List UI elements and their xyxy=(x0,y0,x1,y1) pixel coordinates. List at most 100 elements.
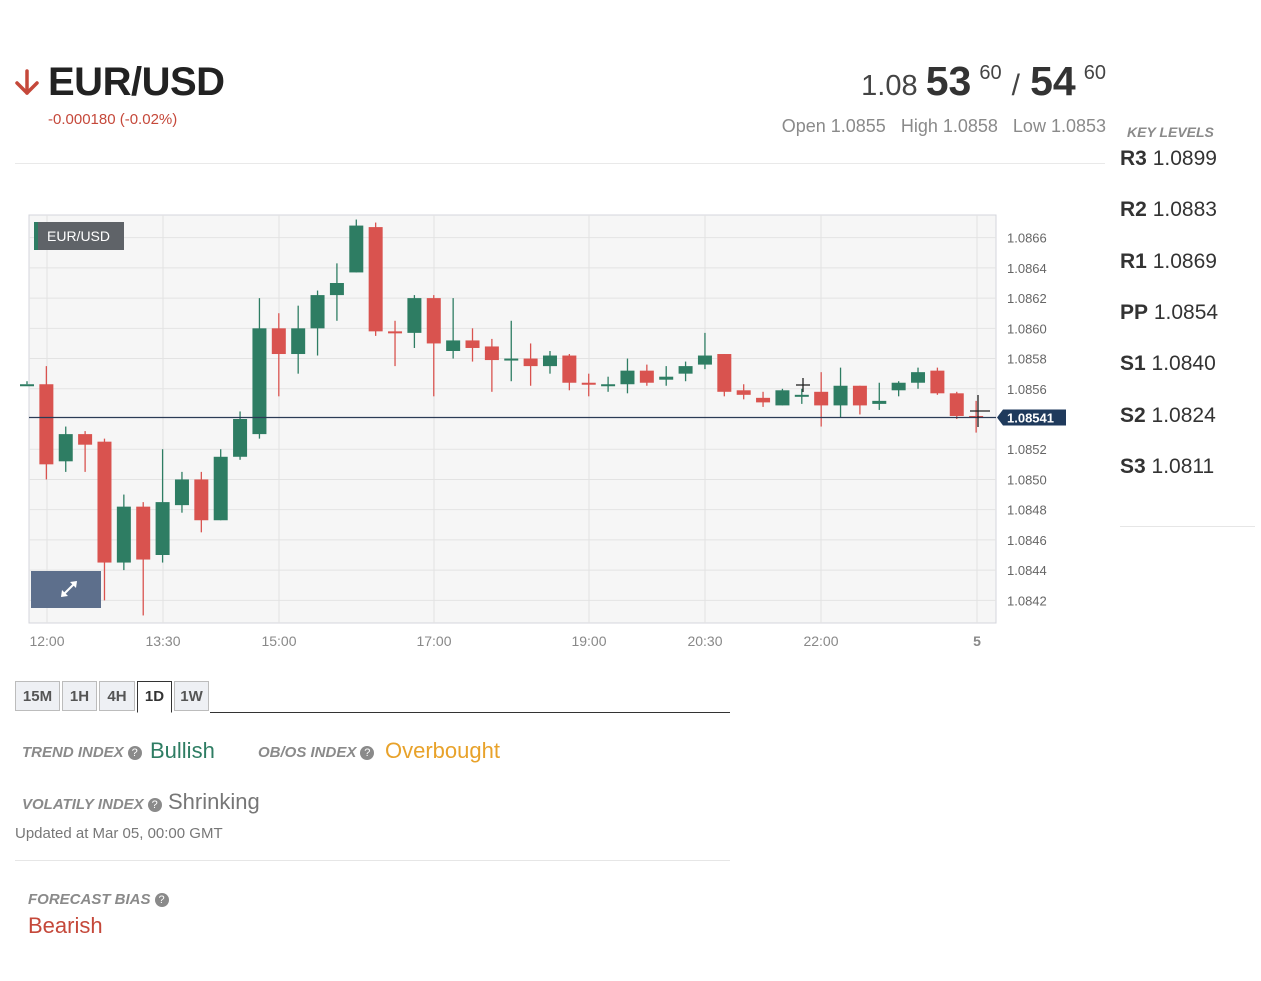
price-change: -0.000180 (-0.02%) xyxy=(48,111,178,128)
plot-area xyxy=(28,214,997,624)
ohl-stats: Open 1.0855 High 1.0858 Low 1.0853 xyxy=(772,116,1106,137)
candle xyxy=(194,471,209,533)
obos-index-label: OB/OS INDEX? xyxy=(258,744,375,762)
candle xyxy=(39,366,54,480)
candle xyxy=(349,219,364,273)
x-tick-label: 15:00 xyxy=(261,633,296,649)
key-level-name: R1 xyxy=(1120,250,1147,273)
x-tick-label: 22:00 xyxy=(803,633,838,649)
key-levels-title: KEY LEVELS xyxy=(1127,124,1214,140)
candle xyxy=(756,391,771,407)
candle xyxy=(620,358,635,394)
key-level-value: 1.0811 xyxy=(1151,455,1215,478)
candle xyxy=(601,376,616,392)
help-icon[interactable]: ? xyxy=(360,746,375,760)
help-icon[interactable]: ? xyxy=(154,893,169,907)
candle xyxy=(717,354,732,397)
key-levels-divider xyxy=(1120,526,1255,527)
symbol-title: EUR/USD xyxy=(48,60,225,104)
candle xyxy=(891,381,906,397)
y-tick-label: 1.0860 xyxy=(1007,321,1047,336)
y-tick-label: 1.0866 xyxy=(1007,231,1047,246)
candle xyxy=(116,494,131,571)
candle xyxy=(97,438,112,601)
key-level-s2: S2 1.0824 xyxy=(1120,404,1216,428)
candle xyxy=(271,313,286,397)
key-level-name: R3 xyxy=(1120,147,1147,170)
candle xyxy=(697,332,712,370)
key-level-r3: R3 1.0899 xyxy=(1120,147,1217,171)
volatility-index-value: Shrinking xyxy=(168,789,260,814)
y-tick-label: 1.0842 xyxy=(1007,593,1047,608)
x-tick-label: 12:00 xyxy=(29,633,64,649)
help-icon[interactable]: ? xyxy=(127,746,142,760)
candle xyxy=(233,411,248,460)
arrow-down-icon xyxy=(15,69,39,95)
candle xyxy=(523,343,538,386)
candle xyxy=(581,373,596,397)
section-divider xyxy=(15,860,730,861)
candlestick-chart[interactable]: 1.0866 1.0864 1.0862 1.0860 1.0858 1.0856 1.08… xyxy=(0,200,1110,670)
candle xyxy=(291,305,306,374)
key-level-name: PP xyxy=(1120,301,1149,324)
y-tick-label: 1.0846 xyxy=(1007,533,1047,548)
candle xyxy=(659,366,674,386)
help-icon[interactable]: ? xyxy=(147,798,162,812)
candle xyxy=(465,328,480,362)
candle xyxy=(20,381,34,387)
y-tick-label: 1.0864 xyxy=(1007,261,1047,276)
y-tick-label: 1.0858 xyxy=(1007,352,1047,367)
candle xyxy=(252,298,267,439)
x-tick-label: 19:00 xyxy=(571,633,606,649)
key-level-pp: PP 1.0854 xyxy=(1120,301,1218,325)
forecast-bias-value: Bearish xyxy=(28,913,103,938)
candle xyxy=(639,364,654,386)
bid-pip: 60 xyxy=(979,62,1002,84)
key-level-r1: R1 1.0869 xyxy=(1120,250,1217,274)
bid-ask-quote: 1.08 53 60 / 54 60 xyxy=(861,58,1106,105)
key-level-value: 1.0854 xyxy=(1153,301,1219,324)
y-tick-label: 1.0848 xyxy=(1007,503,1047,518)
crosshair-icon xyxy=(796,378,810,392)
key-level-s1: S1 1.0840 xyxy=(1120,352,1216,376)
tabs-underline xyxy=(210,712,730,713)
expand-arrows-icon xyxy=(61,581,77,597)
candle xyxy=(426,295,441,397)
candle xyxy=(484,338,499,392)
candle xyxy=(949,391,964,419)
candle xyxy=(504,320,519,382)
tab-1w[interactable]: 1W xyxy=(174,681,209,711)
cursor-crosshair-icon xyxy=(970,395,990,427)
tab-15m[interactable]: 15M xyxy=(15,681,60,711)
candle xyxy=(775,388,790,406)
candle xyxy=(736,384,751,400)
tab-4h[interactable]: 4H xyxy=(99,681,135,711)
forecast-bias-label: FORECAST BIAS? xyxy=(28,891,169,909)
candle xyxy=(155,449,170,563)
candle xyxy=(446,298,461,359)
candle xyxy=(174,471,189,513)
y-tick-label: 1.0852 xyxy=(1007,442,1047,457)
y-tick-label: 1.0856 xyxy=(1007,382,1047,397)
y-tick-label: 1.0862 xyxy=(1007,291,1047,306)
candle xyxy=(562,354,577,391)
price-tag: 1.08541 xyxy=(997,409,1066,426)
expand-button[interactable] xyxy=(31,571,101,608)
x-tick-label: 20:30 xyxy=(687,633,722,649)
key-level-s3: S3 1.0811 xyxy=(1120,455,1214,479)
key-level-name: S2 xyxy=(1120,404,1146,427)
candle xyxy=(58,426,73,472)
bid-prefix: 1.08 xyxy=(861,70,918,102)
key-level-r2: R2 1.0883 xyxy=(1120,198,1217,222)
key-level-value: 1.0824 xyxy=(1151,404,1216,427)
key-level-name: S3 xyxy=(1120,455,1146,478)
x-tick-label: 5 xyxy=(973,633,981,649)
x-tick-label: 13:30 xyxy=(145,633,180,649)
low-value: Low 1.0853 xyxy=(1012,116,1106,136)
obos-index-value: Overbought xyxy=(385,738,500,763)
symbol-badge: EUR/USD xyxy=(34,222,124,250)
tab-1d[interactable]: 1D xyxy=(137,681,172,713)
candle xyxy=(833,367,848,418)
tab-1h[interactable]: 1H xyxy=(62,681,97,711)
symbol-badge-label: EUR/USD xyxy=(47,228,110,244)
